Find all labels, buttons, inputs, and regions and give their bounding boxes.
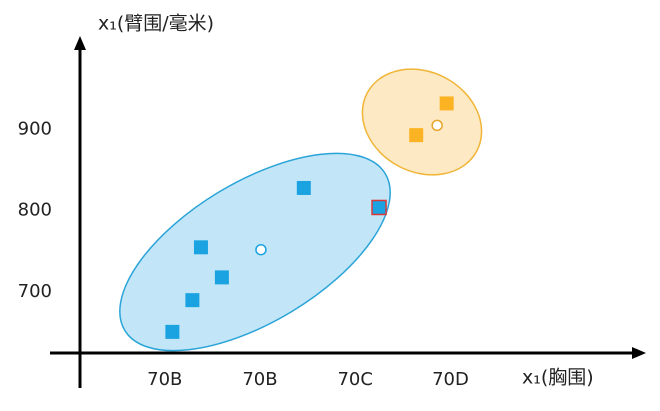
x-tick-label: 70B [147,369,182,390]
y-tick-label: 800 [18,200,52,221]
data-point [409,128,424,143]
x-axis-arrow [632,347,646,359]
data-point [193,240,208,255]
data-point [439,96,454,111]
x-axis-title: x₁(胸围) [522,367,594,389]
data-point [371,199,387,216]
data-point [214,270,229,285]
y-axis-title: x₁(臂围/毫米) [98,13,214,35]
data-point [296,180,311,195]
y-axis-arrow [74,36,86,50]
x-tick-label: 70B [242,369,277,390]
center-point [431,119,443,132]
data-point [165,324,180,339]
x-tick-label: 70D [432,369,469,390]
x-tick-label: 70C [337,369,372,390]
y-tick-label: 700 [18,281,52,302]
y-tick-label: 900 [18,118,52,139]
data-point [185,293,200,308]
cluster-ellipse [361,68,483,176]
cluster-ellipse [119,152,391,352]
center-point [255,244,267,256]
